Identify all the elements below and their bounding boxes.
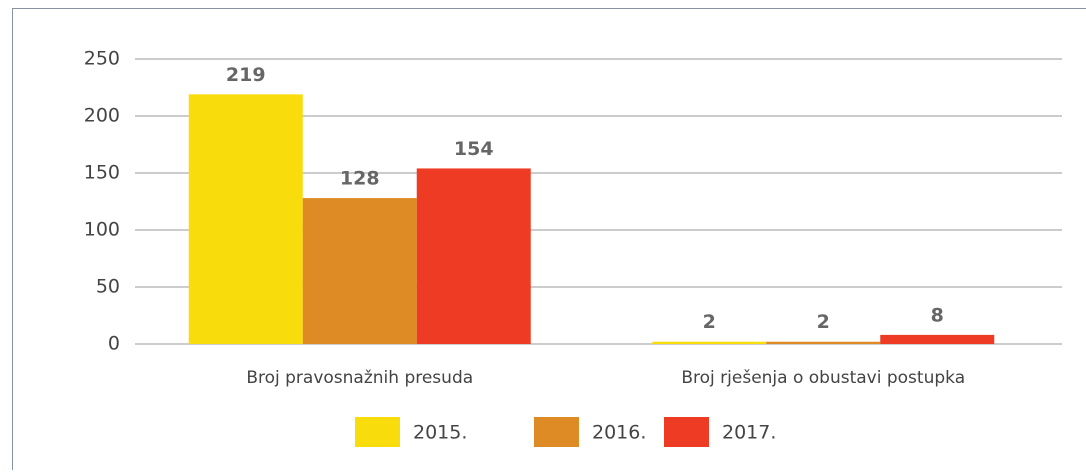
- legend-swatch: [355, 417, 400, 447]
- x-tick-label: Broj pravosnažnih presuda: [246, 368, 473, 388]
- legend-label: 2015.: [413, 422, 467, 444]
- value-label: 2: [817, 311, 830, 333]
- y-tick-label: 250: [84, 48, 120, 70]
- y-tick-label: 200: [84, 105, 120, 127]
- x-tick-label: Broj rješenja o obustavi postupka: [681, 368, 965, 388]
- y-tick-label: 50: [96, 276, 120, 298]
- y-tick-label: 150: [84, 162, 120, 184]
- value-label: 2: [703, 311, 716, 333]
- y-tick-label: 0: [108, 333, 120, 355]
- value-label: 219: [226, 64, 266, 86]
- value-label: 8: [931, 304, 944, 326]
- legend-label: 2016.: [592, 422, 646, 444]
- bar: [303, 198, 417, 344]
- value-label: 128: [340, 168, 380, 190]
- bar: [189, 94, 303, 344]
- bar: [880, 335, 994, 344]
- value-label: 154: [454, 138, 494, 160]
- frame: [13, 9, 1086, 471]
- legend-swatch: [664, 417, 709, 447]
- bar: [652, 342, 766, 344]
- bar: [766, 342, 880, 344]
- y-tick-label: 100: [84, 219, 120, 241]
- legend-label: 2017.: [722, 422, 776, 444]
- bar: [417, 168, 531, 344]
- legend-swatch: [534, 417, 579, 447]
